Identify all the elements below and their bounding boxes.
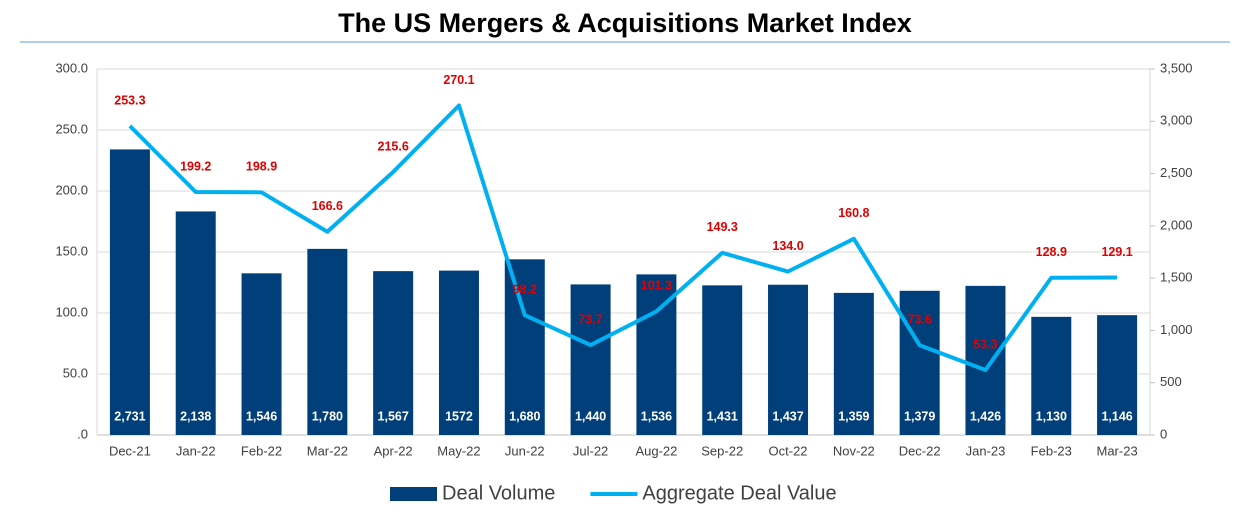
line-value-label: 53.3 bbox=[973, 337, 997, 351]
bar-value-label: 2,731 bbox=[114, 409, 145, 423]
bar-value-label: 1,546 bbox=[246, 409, 277, 423]
y2-tick-label: 3,500 bbox=[1160, 60, 1193, 75]
bar-value-label: 1,680 bbox=[509, 409, 540, 423]
y2-tick-label: 1,500 bbox=[1160, 270, 1193, 285]
x-tick-label: Jun-22 bbox=[505, 443, 545, 458]
bar-value-label: 2,138 bbox=[180, 409, 211, 423]
bar bbox=[570, 284, 611, 435]
x-tick-label: Apr-22 bbox=[374, 443, 413, 458]
x-tick-label: Dec-22 bbox=[899, 443, 941, 458]
y-tick-label: 50.0 bbox=[63, 365, 88, 380]
chart-title: The US Mergers & Acquisitions Market Ind… bbox=[338, 8, 912, 38]
bar bbox=[833, 292, 874, 435]
y2-tick-label: 1,000 bbox=[1160, 322, 1193, 337]
bar bbox=[175, 211, 216, 435]
bar-value-label: 1572 bbox=[445, 409, 473, 423]
bar bbox=[1031, 316, 1072, 435]
bar bbox=[307, 248, 348, 435]
line-value-label: 73.7 bbox=[578, 312, 602, 326]
bar-value-label: 1,567 bbox=[378, 409, 409, 423]
bar-value-label: 1,146 bbox=[1101, 409, 1132, 423]
y2-tick-label: 2,500 bbox=[1160, 165, 1193, 180]
bar-value-label: 1,536 bbox=[641, 409, 672, 423]
bar-value-label: 1,440 bbox=[575, 409, 606, 423]
line-value-label: 253.3 bbox=[114, 93, 145, 107]
x-tick-label: May-22 bbox=[437, 443, 480, 458]
x-tick-label: Nov-22 bbox=[833, 443, 875, 458]
x-tick-label: Mar-23 bbox=[1097, 443, 1138, 458]
bar-value-label: 1,780 bbox=[312, 409, 343, 423]
line-value-label: 160.8 bbox=[838, 206, 869, 220]
y2-tick-label: 500 bbox=[1160, 374, 1182, 389]
bar bbox=[768, 284, 809, 435]
y-tick-label: 100.0 bbox=[55, 304, 88, 319]
line-value-label: 270.1 bbox=[443, 73, 474, 87]
line-value-label: 215.6 bbox=[378, 139, 409, 153]
line-value-label: 73.6 bbox=[907, 313, 931, 327]
bar bbox=[702, 285, 743, 435]
y2-tick-label: 2,000 bbox=[1160, 217, 1193, 232]
bar bbox=[899, 290, 940, 435]
x-tick-label: Dec-21 bbox=[109, 443, 151, 458]
line-value-label: 101.3 bbox=[641, 279, 672, 293]
x-tick-label: Jan-23 bbox=[966, 443, 1006, 458]
bar bbox=[438, 270, 479, 435]
x-tick-label: Sep-22 bbox=[701, 443, 743, 458]
x-tick-label: Jul-22 bbox=[573, 443, 608, 458]
line-value-label: 199.2 bbox=[180, 159, 211, 173]
legend-swatch bbox=[390, 487, 437, 501]
legend-label: Aggregate Deal Value bbox=[642, 482, 836, 504]
x-tick-label: Jan-22 bbox=[176, 443, 216, 458]
y-tick-label: .0 bbox=[77, 426, 88, 441]
line-value-label: 98.2 bbox=[513, 282, 537, 296]
bar-value-label: 1,130 bbox=[1036, 409, 1067, 423]
x-tick-label: Feb-23 bbox=[1031, 443, 1072, 458]
bar bbox=[1097, 315, 1138, 435]
line bbox=[128, 103, 1118, 372]
bar-value-label: 1,359 bbox=[838, 409, 869, 423]
line-value-label: 149.3 bbox=[707, 220, 738, 234]
bar-value-label: 1,431 bbox=[707, 409, 738, 423]
bar-value-label: 1,379 bbox=[904, 409, 935, 423]
x-tick-label: Feb-22 bbox=[241, 443, 282, 458]
line-value-label: 166.6 bbox=[312, 199, 343, 213]
y-tick-label: 150.0 bbox=[55, 243, 88, 258]
bar bbox=[241, 273, 282, 435]
bar-value-label: 1,426 bbox=[970, 409, 1001, 423]
legend-label: Deal Volume bbox=[442, 482, 555, 504]
y2-tick-label: 3,000 bbox=[1160, 113, 1193, 128]
bar bbox=[109, 149, 150, 435]
bar bbox=[965, 285, 1006, 435]
x-tick-label: Oct-22 bbox=[769, 443, 808, 458]
x-tick-label: Aug-22 bbox=[635, 443, 677, 458]
y-tick-label: 300.0 bbox=[55, 60, 88, 75]
y-tick-label: 250.0 bbox=[55, 121, 88, 136]
bar bbox=[504, 259, 545, 435]
line-value-label: 128.9 bbox=[1036, 245, 1067, 259]
x-tick-label: Mar-22 bbox=[307, 443, 348, 458]
line-value-label: 198.9 bbox=[246, 160, 277, 174]
y-tick-label: 200.0 bbox=[55, 182, 88, 197]
y2-tick-label: 0 bbox=[1160, 426, 1167, 441]
bar bbox=[373, 271, 414, 435]
line-value-label: 134.0 bbox=[772, 239, 803, 253]
bar-value-label: 1,437 bbox=[772, 409, 803, 423]
line-value-label: 129.1 bbox=[1101, 245, 1132, 259]
